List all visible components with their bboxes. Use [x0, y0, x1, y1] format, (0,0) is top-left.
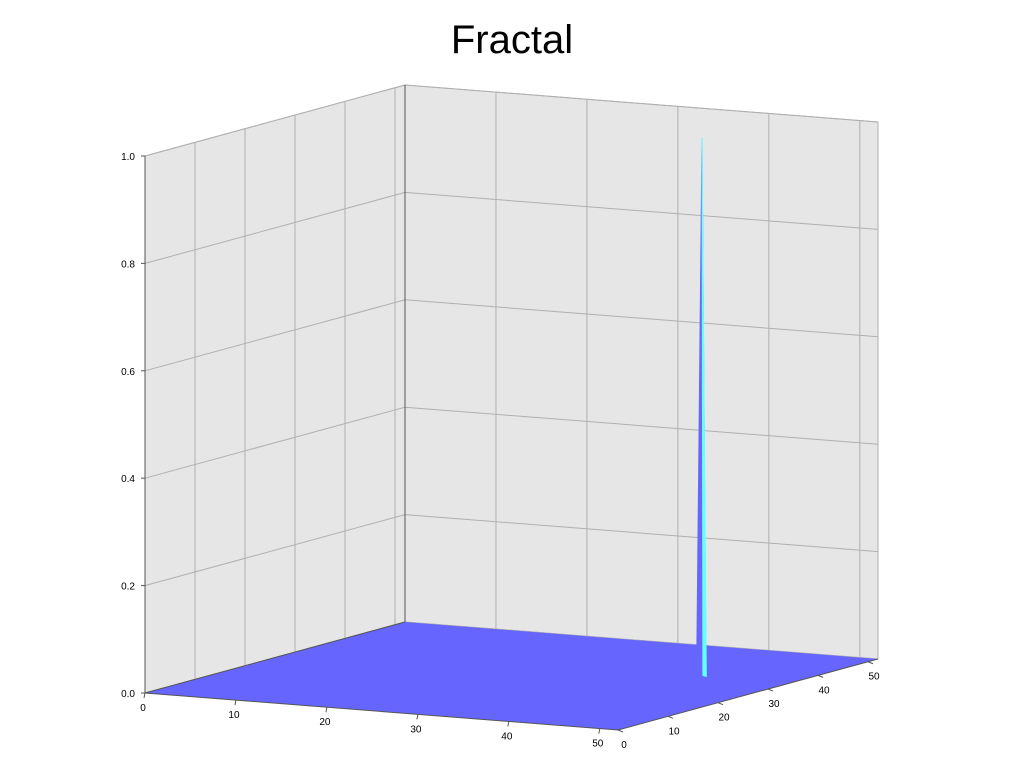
x-tick-label: 20	[319, 717, 331, 728]
x-tick	[325, 707, 328, 713]
back-pane	[404, 84, 879, 660]
z-tick-label: 0.4	[121, 474, 135, 485]
x-tick-label: 40	[501, 731, 513, 742]
surface	[145, 138, 878, 730]
x-tick	[416, 714, 419, 720]
axis-line	[144, 621, 406, 694]
axis-panes	[144, 84, 879, 694]
x-tick	[507, 721, 510, 727]
y-tick-label: 0	[621, 740, 627, 751]
x-tick	[143, 692, 146, 699]
tick-labels: 0.0 0.2 0.4 0.6 0.8 1.0 0 10 20 30 40 50 0 10 20 30 40 50	[121, 152, 880, 751]
z-tick-label: 0.2	[121, 582, 135, 593]
x-tick	[598, 728, 601, 734]
x-tick-label: 50	[592, 739, 604, 750]
x-tick	[234, 700, 237, 706]
y-tick	[817, 674, 824, 678]
x-tick-label: 30	[410, 724, 422, 735]
surface-peak-highlight	[701, 138, 707, 678]
y-tick-label: 10	[668, 726, 680, 737]
axis-line	[617, 658, 879, 731]
y-tick-label: 30	[768, 699, 780, 710]
chart-title: Fractal	[450, 18, 574, 62]
left-pane	[144, 84, 406, 694]
y-tick	[717, 702, 724, 706]
z-tick-label: 0.6	[121, 367, 135, 378]
y-tick	[767, 688, 774, 692]
z-tick-label: 0.8	[121, 259, 135, 270]
y-tick-label: 40	[818, 685, 830, 696]
axis-lines	[144, 85, 879, 731]
y-tick-label: 50	[868, 672, 880, 683]
y-tick	[667, 715, 674, 719]
z-tick-label: 1.0	[121, 152, 135, 163]
z-tick-label: 0.0	[121, 689, 135, 700]
y-tick	[867, 661, 874, 665]
y-tick	[617, 729, 624, 733]
surface-base	[145, 622, 878, 730]
y-tick-label: 20	[718, 713, 730, 724]
x-tick-label: 0	[140, 703, 146, 714]
x-tick-label: 10	[228, 710, 240, 721]
axis-line	[144, 692, 619, 731]
